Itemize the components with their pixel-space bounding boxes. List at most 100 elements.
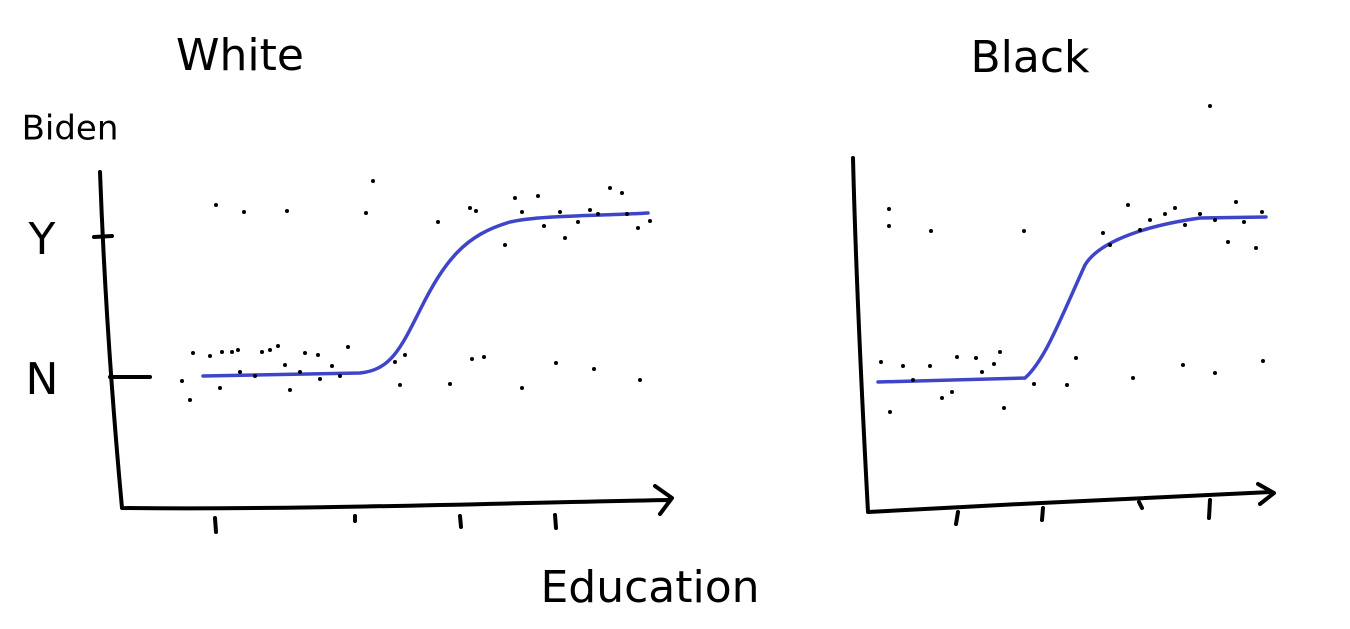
left-axes <box>92 170 674 534</box>
point <box>1198 212 1202 216</box>
point <box>1208 104 1212 108</box>
point <box>940 396 944 400</box>
point <box>180 379 184 383</box>
point <box>230 350 234 354</box>
point <box>1163 212 1167 216</box>
point <box>542 224 546 228</box>
point <box>468 206 472 210</box>
point <box>1181 363 1185 367</box>
point <box>901 364 905 368</box>
point <box>558 210 562 214</box>
point <box>1074 356 1078 360</box>
point <box>330 364 334 368</box>
point <box>503 243 507 247</box>
panel-title: Black <box>970 32 1090 83</box>
point <box>592 367 596 371</box>
point <box>236 348 240 352</box>
point <box>393 360 397 364</box>
right-axes <box>851 156 1276 526</box>
point <box>1002 406 1006 410</box>
point <box>288 388 292 392</box>
point <box>276 344 280 348</box>
point <box>1108 243 1112 247</box>
point <box>638 378 642 382</box>
point <box>398 383 402 387</box>
panel-title: White <box>176 30 304 81</box>
point <box>950 390 954 394</box>
point <box>1032 382 1036 386</box>
point <box>238 370 242 374</box>
point <box>218 386 222 390</box>
point <box>242 210 246 214</box>
point <box>974 356 978 360</box>
point <box>1226 240 1230 244</box>
point <box>596 212 600 216</box>
y-tick-label: N <box>26 354 59 405</box>
point <box>188 398 192 402</box>
point <box>371 179 375 183</box>
point <box>608 186 612 190</box>
point <box>563 236 567 240</box>
point <box>1126 203 1130 207</box>
point <box>1183 223 1187 227</box>
point <box>268 348 272 352</box>
point <box>636 226 640 230</box>
point <box>482 355 486 359</box>
point <box>520 386 524 390</box>
point <box>513 196 517 200</box>
point <box>1131 376 1135 380</box>
point <box>220 350 224 354</box>
point <box>620 191 624 195</box>
point <box>998 350 1002 354</box>
point <box>911 378 915 382</box>
point <box>338 374 342 378</box>
point <box>1261 359 1265 363</box>
point <box>260 350 264 354</box>
point <box>980 370 984 374</box>
point <box>214 203 218 207</box>
point <box>1213 371 1217 375</box>
point <box>554 361 558 365</box>
point <box>992 362 996 366</box>
point <box>303 351 307 355</box>
point <box>318 377 322 381</box>
point <box>191 351 195 355</box>
point <box>364 211 368 215</box>
point <box>1234 200 1238 204</box>
point <box>474 209 478 213</box>
point <box>1173 206 1177 210</box>
point <box>1138 228 1142 232</box>
point <box>955 355 959 359</box>
point <box>648 219 652 223</box>
point <box>470 357 474 361</box>
point <box>928 364 932 368</box>
point <box>588 208 592 212</box>
point <box>436 220 440 224</box>
point <box>1260 210 1264 214</box>
fit-curve <box>876 215 1268 384</box>
point <box>285 209 289 213</box>
point <box>576 220 580 224</box>
point <box>879 360 883 364</box>
point <box>929 229 933 233</box>
point <box>298 370 302 374</box>
point <box>888 410 892 414</box>
point <box>1213 218 1217 222</box>
point <box>1065 383 1069 387</box>
point <box>253 374 257 378</box>
point <box>1242 220 1246 224</box>
point <box>536 194 540 198</box>
point <box>625 212 629 216</box>
x-label: Education <box>540 562 759 613</box>
point <box>1101 231 1105 235</box>
scatter-points <box>180 104 1265 414</box>
point <box>1022 229 1026 233</box>
y-label: Biden <box>22 109 119 149</box>
point <box>316 353 320 357</box>
point <box>346 345 350 349</box>
point <box>887 224 891 228</box>
point <box>887 207 891 211</box>
point <box>520 210 524 214</box>
point <box>403 353 407 357</box>
